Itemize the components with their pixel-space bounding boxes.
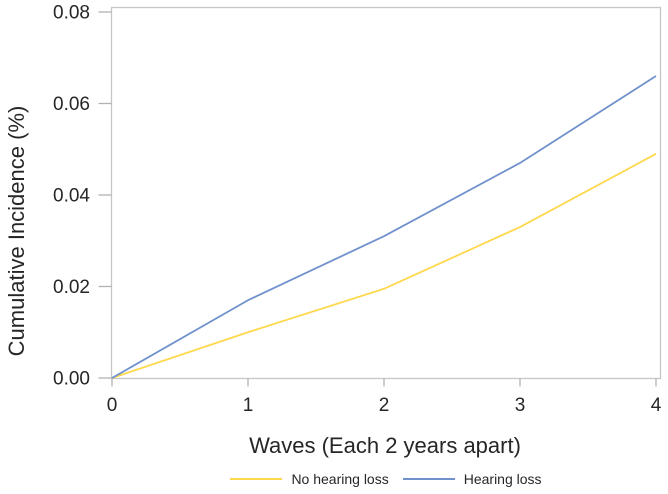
x-tick-label-2: 2 [379,395,390,416]
x-tick-label-1: 1 [243,395,254,416]
series-line-hearing-loss [111,75,657,379]
legend-label: Hearing loss [463,471,542,487]
y-tick-label-0.06: 0.06 [53,94,90,115]
legend-item-no-hearing-loss: No hearing loss [230,471,389,487]
y-tick-label-0.04: 0.04 [53,186,90,207]
legend-label: No hearing loss [291,471,389,487]
x-tick-label-4: 4 [651,395,662,416]
x-tick-label-3: 3 [515,395,526,416]
legend-item-hearing-loss: Hearing loss [402,471,542,487]
legend-swatch-icon [402,478,455,480]
x-tick-label-0: 0 [107,395,118,416]
series-line-no-hearing-loss [111,153,657,379]
x-axis-title: Waves (Each 2 years apart) [249,433,521,458]
chart-legend: No hearing loss Hearing loss [111,468,661,490]
plot-frame [110,6,662,380]
y-tick-label-0.08: 0.08 [53,3,90,24]
legend-swatch-icon [230,478,283,480]
y-tick-label-0.00: 0.00 [53,369,90,390]
y-tick-label-0.02: 0.02 [53,277,90,298]
y-axis-title: Cumulative Incidence (%) [4,106,29,357]
